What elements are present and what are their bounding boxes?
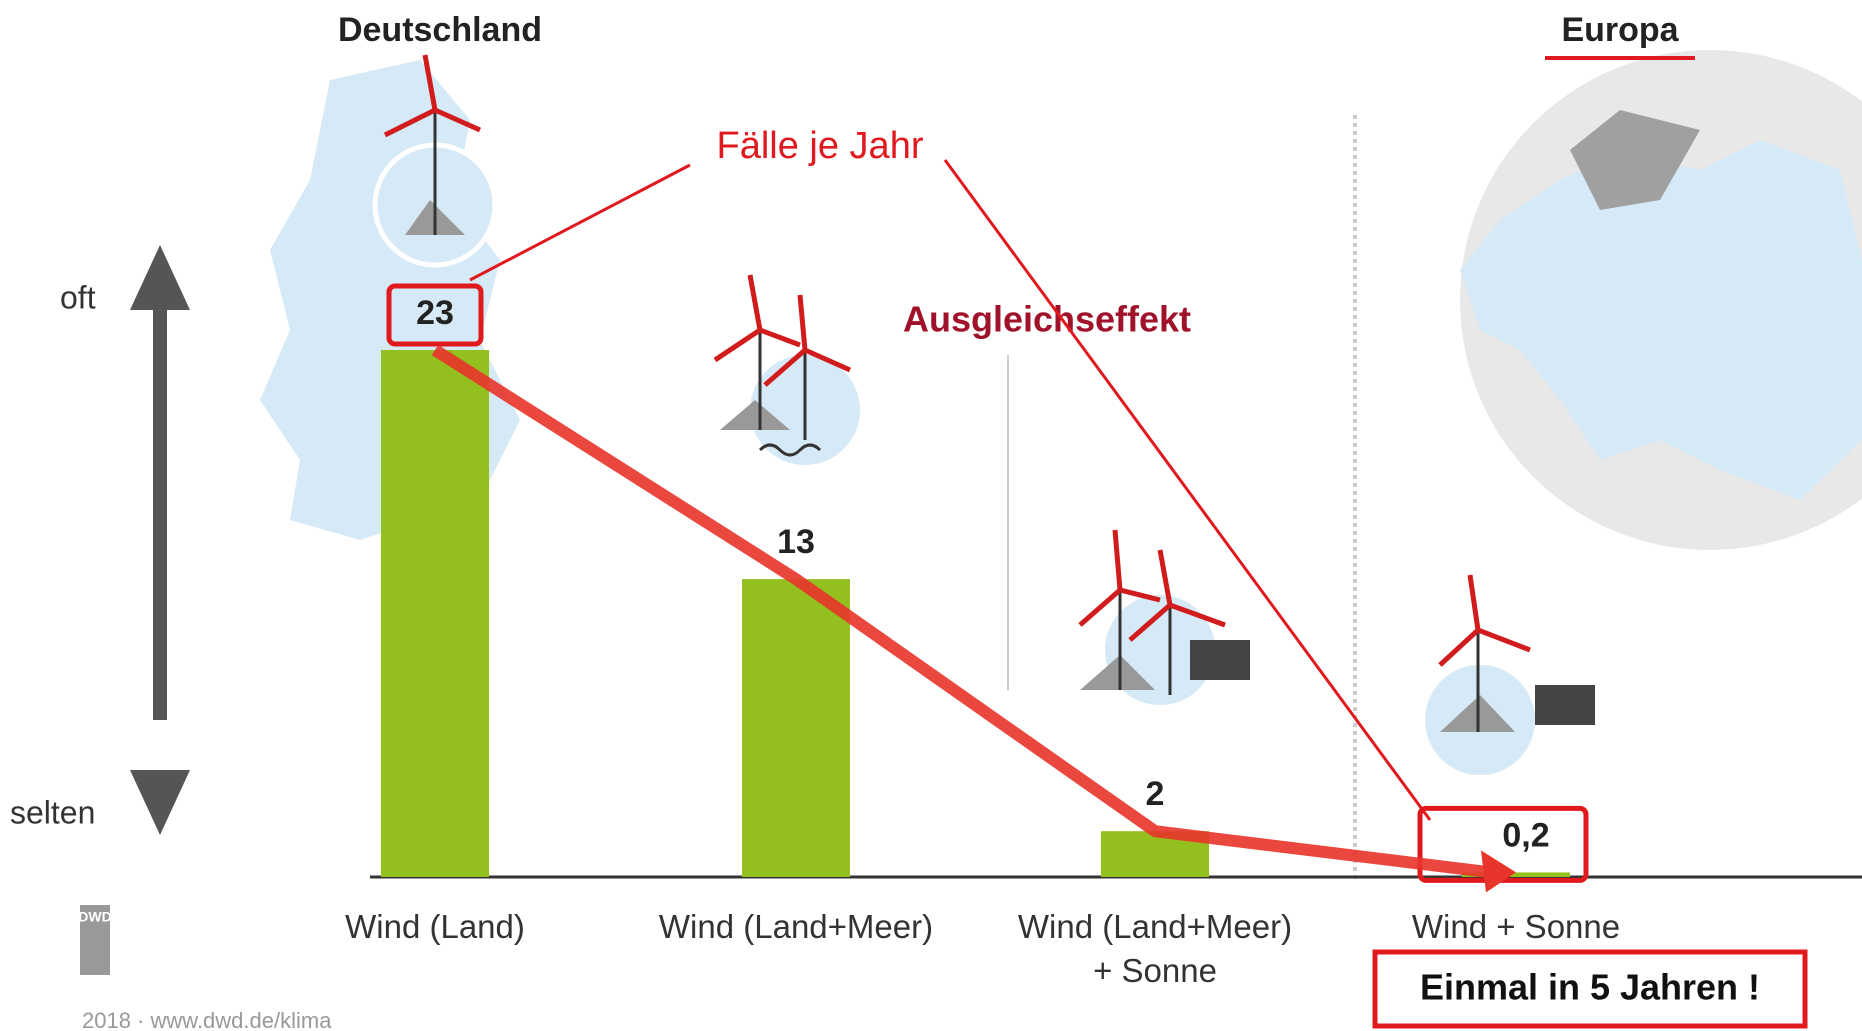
value-label: 2 [1146,775,1165,813]
trend-line [431,344,1492,879]
highlight-box [386,283,484,347]
pointer-line [469,159,1432,821]
bar [1462,872,1570,877]
annotation: Ausgleichseffekt [903,299,1191,340]
bar [742,579,850,877]
turbine-icons [372,54,1595,775]
value-label: 23 [416,294,454,332]
logo [80,905,110,975]
footer: 2018 · www.dwd.de/klima [82,1008,332,1031]
value-label: 13 [777,523,815,561]
x-tick-label: Wind (Land+Meer) + Sonne [1017,908,1293,989]
axis-label: selten [10,794,95,830]
x-tick-label: Wind + Sonne [1411,908,1621,945]
x-tick-label: Wind (Land+Meer) [658,908,934,945]
region-label: Europa [1561,11,1679,49]
value-label: 0,2 [1502,816,1549,854]
x-tick-label: Wind (Land) [345,908,525,945]
callout-box [1372,949,1808,1029]
arrow-head [130,245,190,310]
callout: Einmal in 5 Jahren ! [1420,967,1760,1008]
annotation: Fälle je Jahr [717,125,924,167]
europe-map [1460,140,1862,500]
scandinavia [1570,110,1700,210]
region-label: Deutschland [338,11,542,49]
logo-text: DWD [78,909,111,925]
trend-arrow-head [1481,850,1516,893]
axis-label: oft [60,279,96,315]
bar [381,350,489,877]
arrow-head [130,770,190,835]
